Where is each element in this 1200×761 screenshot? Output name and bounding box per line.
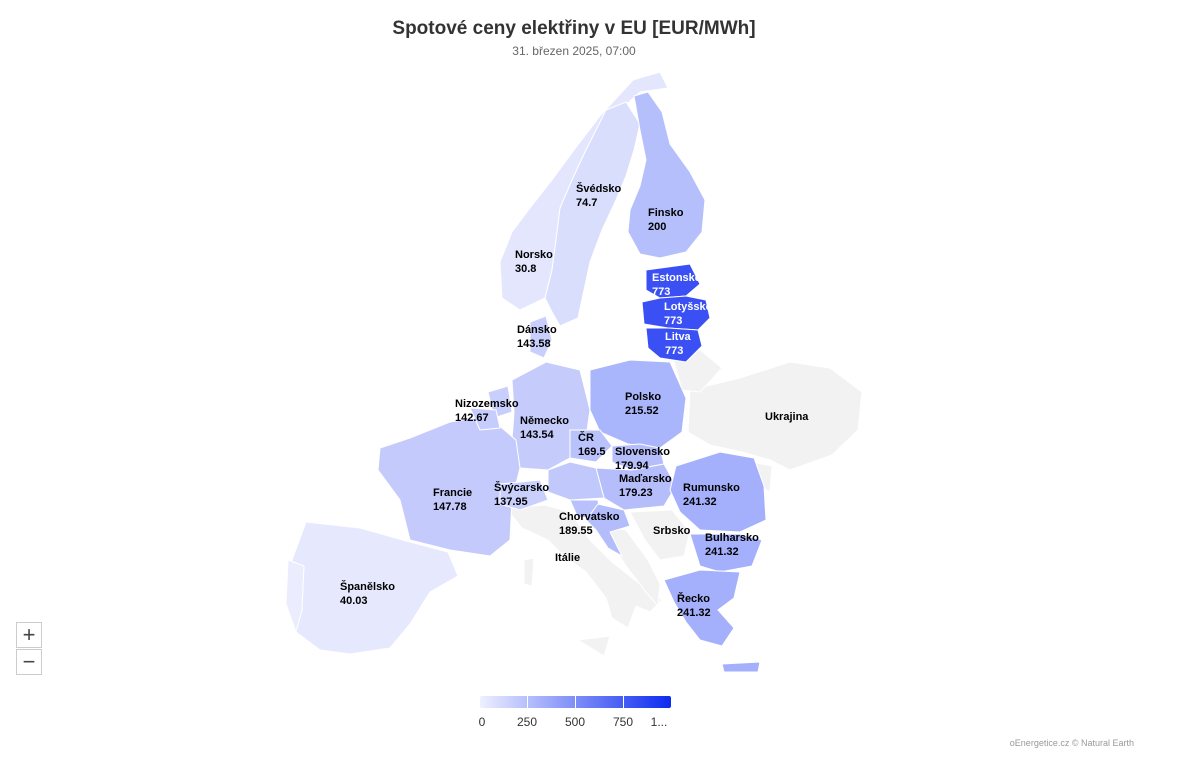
zoom-in-button[interactable]: + bbox=[16, 622, 42, 648]
label-svedsko-value: 74.7 bbox=[576, 197, 597, 209]
label-nizozemsko-value: 142.67 bbox=[455, 412, 489, 424]
country-srbsko[interactable] bbox=[629, 509, 691, 561]
country-ukrajina[interactable] bbox=[687, 361, 863, 471]
map-credits[interactable]: oEnergetice.cz © Natural Earth bbox=[1009, 738, 1134, 748]
country-sardinia bbox=[523, 557, 535, 587]
country-svedsko[interactable] bbox=[544, 101, 641, 327]
label-lotyssko-value: 773 bbox=[664, 315, 682, 327]
label-chorvatsko-name: Chorvatsko bbox=[559, 511, 620, 523]
legend-separator bbox=[575, 696, 576, 708]
country-dansko[interactable] bbox=[529, 315, 553, 359]
label-finsko-name: Finsko bbox=[648, 207, 684, 219]
label-svedsko-name: Švédsko bbox=[576, 182, 622, 195]
label-rumunsko-name: Rumunsko bbox=[683, 482, 740, 494]
label-nemecko-name: Německo bbox=[520, 415, 569, 427]
label-lotyssko-name: Lotyšsko bbox=[664, 301, 713, 313]
label-recko-value: 241.32 bbox=[677, 607, 711, 619]
country-portugalsko bbox=[285, 559, 305, 634]
label-spanelsko-name: Španělsko bbox=[340, 580, 395, 593]
label-madarsko-name: Maďarsko bbox=[619, 473, 672, 485]
label-chorvatsko-value: 189.55 bbox=[559, 525, 593, 537]
country-bulharsko[interactable] bbox=[689, 533, 763, 573]
label-cr-name: ČR bbox=[578, 431, 594, 444]
label-francie-value: 147.78 bbox=[433, 501, 467, 513]
label-spanelsko-value: 40.03 bbox=[340, 595, 368, 607]
label-francie-name: Francie bbox=[433, 487, 472, 499]
label-italie-name: Itálie bbox=[555, 552, 580, 564]
label-svycarsko-value: 137.95 bbox=[494, 496, 528, 508]
country-svycarsko[interactable] bbox=[499, 479, 549, 511]
country-polsko[interactable] bbox=[589, 359, 687, 449]
country-rakousko[interactable] bbox=[547, 461, 605, 501]
label-slovensko-name: Slovensko bbox=[615, 446, 670, 458]
label-dansko-name: Dánsko bbox=[517, 324, 557, 336]
country-belgie[interactable] bbox=[469, 407, 501, 431]
legend-separator bbox=[527, 696, 528, 708]
label-recko-name: Řecko bbox=[677, 592, 710, 605]
country-litva[interactable] bbox=[645, 327, 703, 363]
country-kreta bbox=[721, 661, 761, 673]
label-litva-value: 773 bbox=[665, 345, 683, 357]
label-polsko-value: 215.52 bbox=[625, 405, 659, 417]
label-cr-value: 169.5 bbox=[578, 446, 606, 458]
label-madarsko-value: 179.23 bbox=[619, 487, 653, 499]
chart-subtitle: 31. březen 2025, 07:00 bbox=[512, 44, 636, 58]
label-srbsko-name: Srbsko bbox=[653, 525, 691, 537]
label-slovensko-value: 179.94 bbox=[615, 460, 650, 472]
label-finsko-value: 200 bbox=[648, 221, 666, 233]
country-rumunsko[interactable] bbox=[669, 451, 767, 533]
label-rumunsko-value: 241.32 bbox=[683, 496, 717, 508]
legend-tick: 1... bbox=[650, 715, 668, 729]
legend-separator bbox=[623, 696, 624, 708]
legend-tick: 500 bbox=[564, 715, 586, 729]
legend-tick: 0 bbox=[478, 715, 486, 729]
label-norsko-name: Norsko bbox=[515, 249, 553, 261]
label-nemecko-value: 143.54 bbox=[520, 429, 555, 441]
country-recko[interactable] bbox=[663, 569, 741, 647]
label-estonsko-name: Estonsko bbox=[652, 272, 702, 284]
label-polsko-name: Polsko bbox=[625, 391, 661, 403]
country-sicily bbox=[576, 635, 611, 657]
label-nizozemsko-name: Nizozemsko bbox=[455, 398, 519, 410]
country-chorvatsko[interactable] bbox=[585, 503, 631, 558]
country-madarsko[interactable] bbox=[595, 463, 677, 511]
label-bulharsko-value: 241.32 bbox=[705, 546, 739, 558]
country-lotyssko[interactable] bbox=[641, 295, 711, 331]
label-svycarsko-name: Švýcarsko bbox=[494, 481, 549, 494]
country-labels: Norsko 30.8 Švédsko 74.7 Finsko 200 Esto… bbox=[340, 182, 809, 619]
chart-title: Spotové ceny elektřiny v EU [EUR/MWh] bbox=[392, 18, 756, 39]
label-ukrajina-name: Ukrajina bbox=[765, 411, 809, 423]
country-cr[interactable] bbox=[569, 429, 613, 463]
label-estonsko-value: 773 bbox=[652, 286, 670, 298]
label-litva-name: Litva bbox=[665, 331, 692, 343]
label-bulharsko-name: Bulharsko bbox=[705, 532, 759, 544]
zoom-out-button[interactable]: − bbox=[16, 649, 42, 675]
legend-tick: 250 bbox=[516, 715, 538, 729]
country-italie[interactable] bbox=[505, 504, 663, 629]
label-norsko-value: 30.8 bbox=[515, 263, 536, 275]
country-finsko[interactable] bbox=[627, 91, 706, 259]
label-dansko-value: 143.58 bbox=[517, 338, 551, 350]
legend-tick: 750 bbox=[612, 715, 634, 729]
